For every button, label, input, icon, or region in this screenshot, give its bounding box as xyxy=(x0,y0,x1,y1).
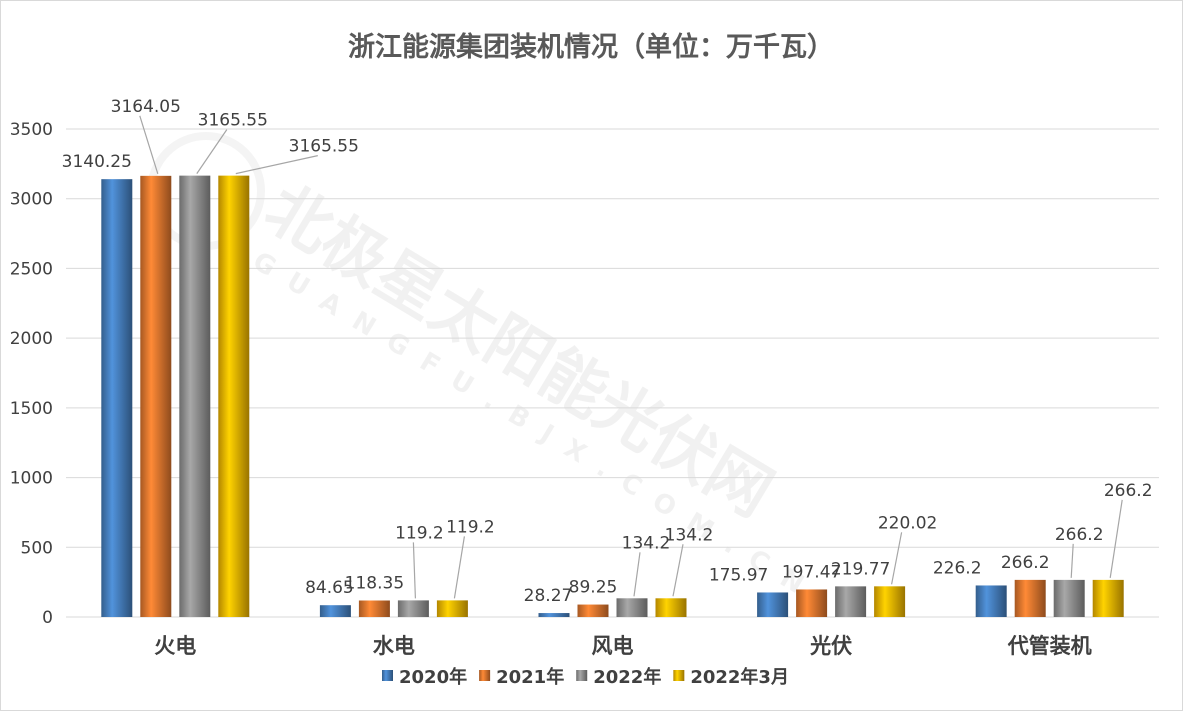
legend-label: 2021年 xyxy=(496,666,564,688)
leader-line xyxy=(412,542,416,599)
data-label: 175.97 xyxy=(709,565,768,585)
leader-line xyxy=(139,115,159,175)
y-tick-label: 0 xyxy=(42,608,53,628)
leader-line xyxy=(633,552,641,597)
leader-line xyxy=(672,544,684,597)
data-label: 134.2 xyxy=(665,525,714,545)
bar xyxy=(1014,579,1046,617)
data-label: 219.77 xyxy=(831,559,890,579)
legend-label: 2020年 xyxy=(399,666,467,688)
legend-label: 2022年 xyxy=(593,666,661,688)
legend-swatch xyxy=(576,670,588,681)
watermark: 北极星太阳能光伏网 GUANGFU.BJX.COM.CN xyxy=(147,132,824,609)
bar xyxy=(757,592,789,617)
bar xyxy=(101,179,133,617)
leader-line xyxy=(1070,543,1074,578)
data-label: 266.2 xyxy=(1001,553,1050,573)
bar xyxy=(319,605,351,617)
leader-line xyxy=(196,129,228,174)
x-tick-label: 风电 xyxy=(592,634,634,658)
bar xyxy=(1092,579,1124,617)
leader-line xyxy=(1109,499,1123,578)
bar xyxy=(179,175,211,617)
data-label: 3164.05 xyxy=(111,97,181,117)
data-label: 3140.25 xyxy=(62,152,132,172)
bar xyxy=(218,175,250,617)
bar xyxy=(835,586,867,617)
y-tick-label: 3000 xyxy=(10,190,53,210)
y-tick-label: 3500 xyxy=(10,120,53,140)
data-label: 226.2 xyxy=(933,558,982,578)
bar xyxy=(140,175,172,617)
x-axis-ticks: 火电 水电 风电 光伏 代管装机 xyxy=(154,634,1091,658)
data-label: 134.2 xyxy=(622,533,671,553)
y-tick-label: 500 xyxy=(21,538,53,558)
bar xyxy=(1053,579,1085,617)
leader-line xyxy=(453,536,465,599)
x-tick-label: 代管装机 xyxy=(1007,634,1092,658)
chart-title: 浙江能源集团装机情况（单位：万千瓦） xyxy=(348,31,834,63)
legend-label: 2022年3月 xyxy=(690,666,789,688)
bar xyxy=(796,589,828,617)
data-label: 119.2 xyxy=(395,523,444,543)
bar xyxy=(436,600,468,617)
x-tick-label: 水电 xyxy=(373,634,415,658)
bar xyxy=(655,598,687,617)
bar xyxy=(577,604,609,617)
bar xyxy=(975,585,1007,617)
bar xyxy=(538,613,570,617)
legend-swatch xyxy=(382,670,393,681)
y-tick-label: 2000 xyxy=(10,329,53,349)
data-label: 197.47 xyxy=(782,562,841,582)
data-label: 3165.55 xyxy=(289,137,359,157)
y-axis-ticks: 0 500 1000 1500 2000 2500 3000 3500 xyxy=(10,120,53,628)
data-label: 220.02 xyxy=(878,513,937,533)
bar xyxy=(358,600,390,617)
legend: 2020年 2021年 2022年 2022年3月 xyxy=(382,666,789,688)
data-label: 3165.55 xyxy=(198,111,268,131)
y-tick-label: 2500 xyxy=(10,259,53,279)
watermark-subtext: GUANGFU.BJX.COM.CN xyxy=(247,246,824,609)
bar xyxy=(397,600,429,617)
data-label: 84.65 xyxy=(305,578,354,598)
data-label: 118.35 xyxy=(345,573,404,593)
data-label: 119.2 xyxy=(446,517,495,537)
legend-swatch xyxy=(479,670,491,681)
bar xyxy=(874,586,906,617)
legend-swatch xyxy=(673,670,685,681)
leader-line xyxy=(235,155,318,175)
data-label: 266.2 xyxy=(1104,481,1153,501)
x-tick-label: 火电 xyxy=(154,634,196,658)
data-label: 89.25 xyxy=(569,578,618,598)
y-tick-label: 1500 xyxy=(10,399,53,419)
label-leaders xyxy=(139,115,1123,599)
bar xyxy=(616,598,648,617)
bars xyxy=(101,175,1124,617)
data-label: 266.2 xyxy=(1055,525,1104,545)
x-tick-label: 光伏 xyxy=(809,634,852,658)
data-label: 28.27 xyxy=(524,586,573,606)
leader-line xyxy=(891,532,903,585)
y-tick-label: 1000 xyxy=(10,469,53,489)
